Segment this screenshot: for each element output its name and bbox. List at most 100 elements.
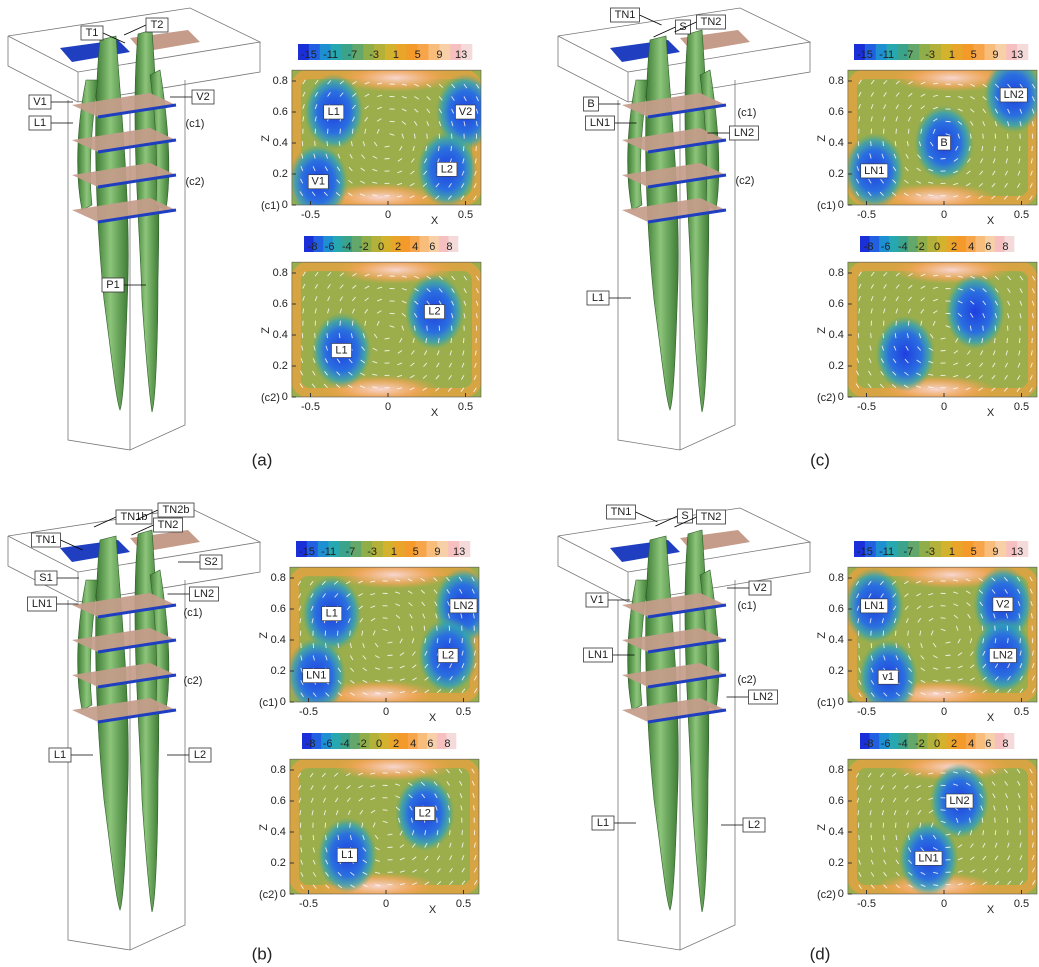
x-tick-label: 0 — [383, 706, 389, 718]
velocity-vector — [315, 333, 316, 338]
view-label: L1 — [592, 292, 604, 304]
velocity-vector — [427, 326, 428, 331]
colorbar-tick-label: 0 — [376, 738, 382, 750]
colorbar-tick-label: 8 — [446, 241, 452, 253]
inlet-plane — [60, 40, 130, 62]
inlet-plane — [610, 540, 680, 562]
colorbar-segment — [976, 733, 986, 749]
y-tick-label: 0.4 — [273, 329, 288, 341]
view-label: (c1) — [738, 107, 757, 119]
field — [292, 256, 481, 403]
colorbar-tick-label: 9 — [992, 49, 998, 61]
domain-edge — [8, 36, 260, 102]
view-label: (c2) — [186, 176, 205, 188]
colorbar-tick-label: 13 — [1011, 49, 1023, 61]
colorbar-tick-label: -4 — [340, 738, 350, 750]
colorbar-tick-label: -3 — [369, 49, 379, 61]
label-arrow — [656, 516, 678, 526]
y-tick-label: 0 — [838, 888, 844, 900]
velocity-vector — [327, 141, 328, 146]
velocity-vector — [451, 146, 452, 151]
view-label: V1 — [33, 96, 46, 108]
colorbar-tick-label: 0 — [378, 241, 384, 253]
view-label: TN1 — [615, 9, 636, 21]
x-tick-label: -0.5 — [857, 898, 876, 910]
x-tick-label: 0.5 — [1014, 209, 1029, 221]
panel: TN1STN2BLN1(c1)LN2(c2)L1-15-11-7-315913L… — [558, 8, 1039, 469]
y-tick-label: 0.6 — [271, 603, 286, 615]
velocity-vector — [427, 134, 428, 139]
view-label: T2 — [151, 19, 164, 31]
y-tick-label: 0.4 — [829, 329, 844, 341]
velocity-vector — [450, 830, 451, 835]
inlet-plane — [60, 540, 130, 562]
colorbar-tick-label: -4 — [342, 241, 352, 253]
colorbar-tick-label: -3 — [367, 546, 377, 558]
velocity-vector — [1019, 338, 1020, 343]
view-label: (c1) — [738, 600, 757, 612]
y-tick-label: 0 — [282, 391, 288, 403]
y-tick-label: 0.8 — [829, 75, 844, 87]
view-3d: TN1STN2BLN1(c1)LN2(c2)L1 — [558, 8, 810, 450]
velocity-vector — [450, 638, 451, 643]
view-label: LN1 — [588, 649, 608, 661]
colorbar-tick-label: -15 — [857, 49, 873, 61]
view-label: S2 — [204, 556, 217, 568]
y-axis-label: Z — [258, 824, 270, 831]
field-pink — [334, 753, 454, 781]
annotation: L1 — [341, 849, 353, 861]
annotation: V1 — [312, 176, 325, 188]
view-label: V1 — [590, 594, 603, 606]
colorbar-tick-label: -11 — [321, 546, 336, 558]
view-label: (c1) — [184, 607, 203, 619]
x-tick-label: 0 — [941, 706, 947, 718]
y-tick-label: 0 — [838, 696, 844, 708]
velocity-vector — [1019, 146, 1020, 151]
annotation: V2 — [459, 106, 472, 118]
label-arrow — [640, 15, 662, 25]
y-tick-label: 0.8 — [271, 572, 286, 584]
velocity-vector — [327, 333, 328, 338]
velocity-vector — [326, 835, 327, 840]
x-axis-label: X — [987, 904, 995, 916]
x-tick-label: -0.5 — [857, 401, 876, 413]
view-label: LN2 — [194, 588, 214, 600]
annotation: L2 — [419, 807, 431, 819]
velocity-vector — [871, 643, 872, 648]
view-label: V2 — [753, 582, 766, 594]
colorbar-tick-label: 9 — [434, 546, 440, 558]
velocity-vector — [871, 141, 872, 146]
x-axis-label: X — [431, 215, 439, 227]
velocity-vector — [883, 141, 884, 146]
view-label: L2 — [748, 819, 760, 831]
vortex-core — [875, 316, 935, 392]
view-label: L2 — [194, 749, 206, 761]
x-tick-label: -0.5 — [301, 401, 320, 413]
colorbar-segment — [398, 733, 408, 749]
view-label: TN2b — [163, 504, 190, 516]
view-label: (c2) — [736, 175, 755, 187]
view-label: TN1 — [36, 534, 57, 546]
x-tick-label: -0.5 — [857, 706, 876, 718]
velocity-vector — [983, 134, 984, 139]
panel: TN1STN2V1V2(c1)LN1(c2)LN2L1L2-15-11-7-31… — [558, 505, 1037, 963]
x-tick-label: 0.5 — [456, 706, 471, 718]
y-tick-label: 0.2 — [829, 168, 844, 180]
colorbar-tick-label: 1 — [391, 546, 397, 558]
colorbar-tick-label: -2 — [915, 738, 925, 750]
annotation: LN1 — [918, 852, 938, 864]
y-axis-label: Z — [816, 632, 828, 639]
velocity-vector — [1007, 338, 1008, 343]
velocity-vector — [871, 333, 872, 338]
velocity-vector — [908, 823, 909, 828]
colorbar-tick-label: 2 — [395, 241, 401, 253]
y-tick-label: 0.6 — [271, 795, 286, 807]
y-tick-label: 0 — [280, 888, 286, 900]
annotation: L1 — [326, 608, 338, 620]
colorbar-tick-label: 1 — [949, 49, 955, 61]
velocity-vector — [1020, 830, 1021, 835]
y-tick-label: 0.4 — [829, 826, 844, 838]
velocity-vector — [350, 823, 351, 828]
y-tick-label: 0.8 — [273, 267, 288, 279]
colorbar-tick-label: 6 — [429, 241, 435, 253]
